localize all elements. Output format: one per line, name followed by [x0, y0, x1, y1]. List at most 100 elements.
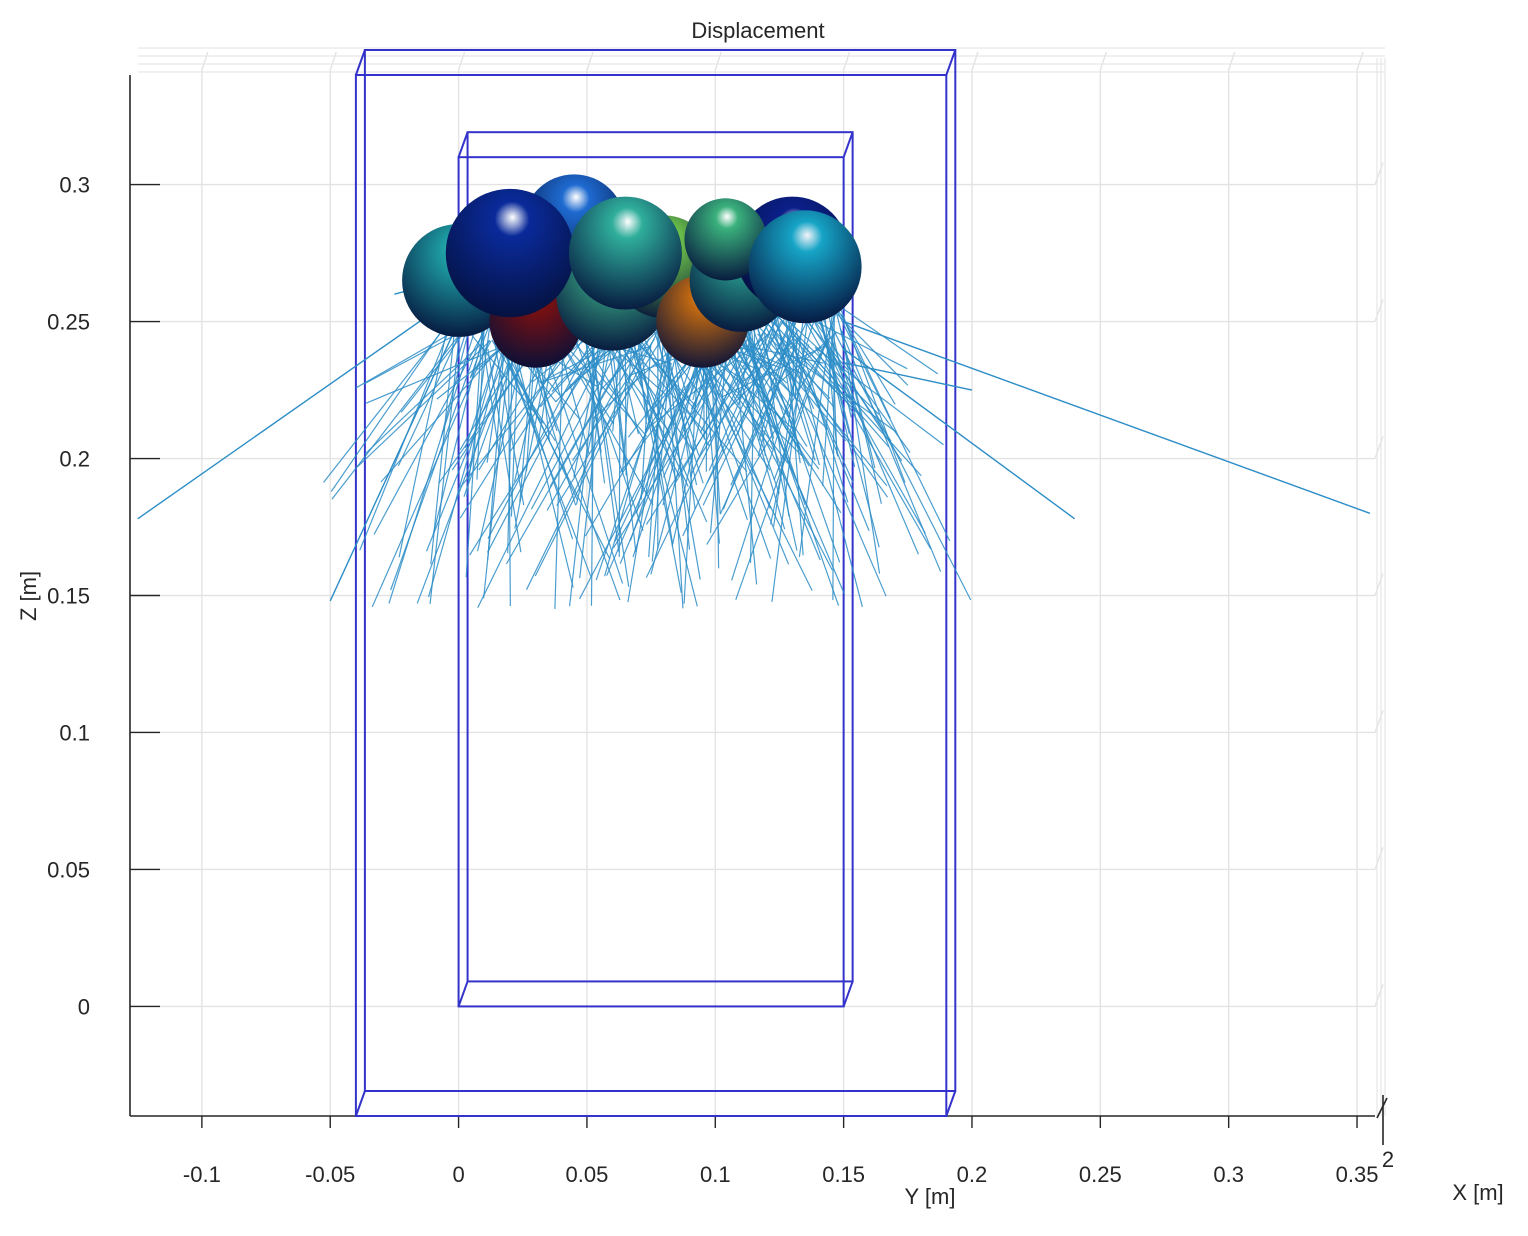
y-tick-label: 0.3	[59, 173, 90, 198]
displacement-vector	[330, 305, 460, 492]
displacement-vector	[589, 331, 630, 587]
displacement-vector	[634, 346, 682, 593]
displacement-vector	[546, 322, 654, 511]
z-axis-depth-label: X [m]	[1452, 1180, 1503, 1205]
displacement-vector	[840, 331, 882, 504]
displacement-vector	[779, 290, 863, 607]
y-tick-label: 0.25	[47, 310, 90, 335]
tick-labels: -0.1 -0.05 0 0.05 0.1 0.15 0.2 0.25 0.3 0.35 0 0.05…	[47, 173, 1378, 1187]
x-tick-label: 0.3	[1213, 1162, 1244, 1187]
grid-line-depth	[1374, 162, 1384, 185]
outer-box-edge	[354, 1090, 366, 1117]
displacement-vector	[640, 344, 652, 500]
x-tick-label: -0.05	[305, 1162, 355, 1187]
grid-line-depth	[329, 51, 337, 71]
displacement-vector	[827, 293, 896, 405]
displacement-vector	[645, 293, 783, 578]
grid-line-depth	[971, 51, 979, 71]
displacement-vector	[695, 304, 794, 463]
displacement-vector	[841, 330, 881, 574]
inner-box-edge	[457, 981, 469, 1007]
displacement-vector	[839, 328, 942, 572]
displacement-vector	[562, 345, 654, 506]
particle-spheres	[402, 174, 862, 368]
grid-line-depth	[457, 51, 466, 71]
x-axis-label: Y [m]	[905, 1184, 956, 1209]
depth-axis-tick	[1376, 1097, 1388, 1119]
displacement-vector	[429, 338, 460, 604]
displacement-vector	[790, 295, 926, 534]
grid-line-depth	[1356, 51, 1364, 71]
displacement-vector	[775, 313, 880, 415]
grid-line-depth	[1228, 51, 1236, 71]
grid-line-depth	[1374, 710, 1384, 733]
displacement-vector	[725, 338, 801, 412]
displacement-vector-outlier	[329, 321, 460, 602]
y-tick-label: 0	[78, 994, 90, 1019]
y-tick-label: 0.05	[47, 857, 90, 882]
displacement-vector	[579, 320, 610, 579]
displacement-vector	[380, 341, 507, 483]
displacement-vector	[645, 304, 788, 525]
displacement-vector	[606, 331, 628, 477]
displacement-vector	[832, 315, 835, 600]
displacement-vector	[771, 333, 889, 498]
x-tick-label: 0.35	[1336, 1162, 1379, 1187]
grid-line-depth	[1099, 51, 1107, 71]
grid-line-depth	[586, 51, 594, 71]
displacement-vector	[798, 313, 833, 557]
x-tick-label: 0.1	[700, 1162, 731, 1187]
particle-sphere	[568, 196, 682, 310]
outer-box-front	[354, 74, 948, 1117]
z-axis-depth-tick: 2	[1382, 1147, 1394, 1172]
inner-box-edge	[842, 131, 854, 158]
displacement-vector	[830, 324, 972, 601]
displacement-vector	[465, 296, 495, 497]
chart-title: Displacement	[691, 18, 824, 43]
inner-box-front	[457, 156, 845, 1008]
grid-line-depth	[842, 51, 851, 71]
x-tick-label: -0.1	[183, 1162, 221, 1187]
grid-line-depth	[201, 51, 209, 71]
inner-box-edge	[842, 981, 854, 1007]
outer-box-edge	[945, 49, 957, 76]
displacement-vector	[371, 339, 491, 608]
displacement-vector	[794, 337, 798, 398]
displacement-vector	[476, 319, 486, 480]
depth-axis	[138, 47, 1386, 1116]
particle-sphere	[748, 210, 862, 324]
x-tick-label: 0.2	[957, 1162, 988, 1187]
displacement-vector	[702, 302, 801, 506]
displacement-vector	[331, 330, 463, 500]
displacement-vector	[483, 339, 512, 599]
displacement-vector-outlier	[137, 293, 459, 520]
displacement-vector	[427, 334, 504, 598]
displacement-vector	[763, 332, 790, 517]
grid-line-depth	[1374, 299, 1384, 322]
displacement-vector	[768, 331, 838, 393]
grid-line-depth	[1374, 847, 1384, 870]
grid-line-depth	[714, 51, 722, 71]
displacement-vector	[806, 292, 919, 555]
inner-box-edge	[457, 131, 469, 158]
displacement-vector	[705, 325, 833, 571]
outer-box-back	[363, 49, 957, 1092]
y-tick-label: 0.2	[59, 447, 90, 472]
chart-title-text: Displacement	[691, 18, 824, 43]
displacement-vector	[737, 320, 840, 606]
displacement-vector	[729, 340, 842, 514]
displacement-vector	[582, 318, 606, 484]
displacement-vector	[820, 277, 951, 542]
displacement-vector	[656, 326, 700, 456]
displacement-vector	[469, 340, 492, 379]
x-tick-label: 0.25	[1079, 1162, 1122, 1187]
grid-line-depth	[1374, 573, 1384, 596]
x-tick-label: 0	[452, 1162, 464, 1187]
displacement-vector	[822, 294, 836, 487]
displacement-vector	[618, 328, 621, 557]
displacement-vector	[579, 332, 720, 600]
y-axis-label: Z [m]	[16, 571, 41, 621]
displacement-vector-outlier	[843, 361, 973, 391]
displacement-vector	[699, 347, 789, 464]
